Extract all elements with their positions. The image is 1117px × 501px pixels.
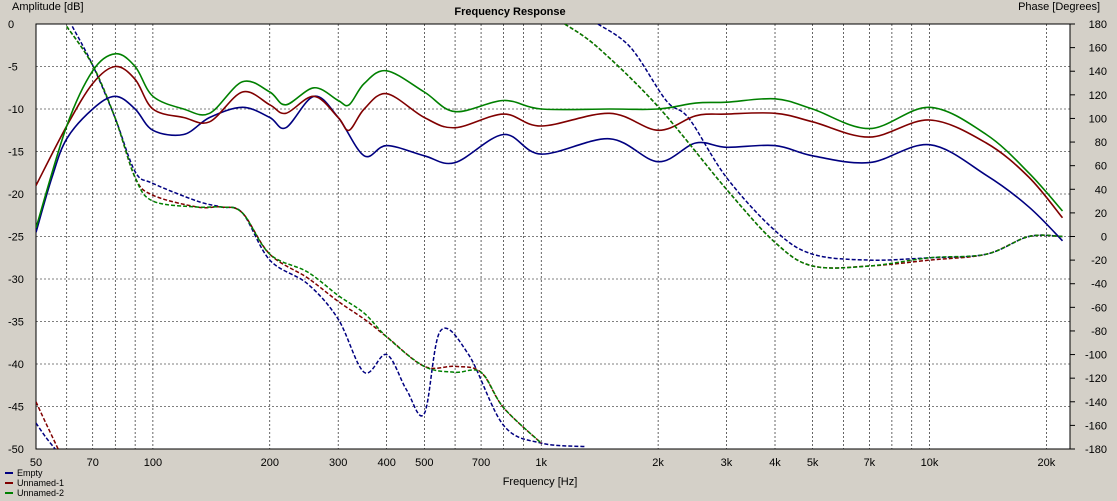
y2-tick-label: -20 <box>1091 255 1107 267</box>
x-tick-label: 20k <box>1038 457 1056 469</box>
x-tick-label: 400 <box>378 457 396 469</box>
x-tick-label: 70 <box>87 457 99 469</box>
legend-label: Unnamed-1 <box>17 478 65 488</box>
grid <box>36 23 1070 450</box>
x-tick-label: 5k <box>807 457 819 469</box>
phase-line-fragment-empty <box>36 422 56 449</box>
phase-line-unnamed-2 <box>66 25 542 444</box>
legend-label: Unnamed-2 <box>17 488 65 498</box>
x-tick-label: 50 <box>30 457 42 469</box>
y2-tick-label: 140 <box>1089 66 1107 78</box>
amplitude-line-unnamed-2 <box>36 52 1064 229</box>
x-tick-label: 10k <box>921 457 939 469</box>
legend-item-unnamed-2: Unnamed-2 <box>5 488 64 498</box>
y2-tick-label: -160 <box>1085 420 1107 432</box>
x-axis-label: Frequency [Hz] <box>503 476 578 488</box>
phase-line-fragment-unnamed-1 <box>36 401 59 449</box>
y-tick-label: -25 <box>8 232 24 244</box>
legend-label: Empty <box>17 468 43 478</box>
y2-tick-label: 20 <box>1095 208 1107 220</box>
y2-tick-label: -60 <box>1091 302 1107 314</box>
amplitude-line-empty <box>36 95 1064 242</box>
amplitude-line-unnamed-1 <box>36 65 1064 219</box>
x-tick-label: 200 <box>261 457 279 469</box>
y2-tick-label: 40 <box>1095 184 1107 196</box>
x-tick-label: 700 <box>472 457 490 469</box>
y2-tick-label: 100 <box>1089 113 1107 125</box>
x-tick-label: 300 <box>329 457 347 469</box>
phase-line-unnamed-2 <box>564 24 1063 269</box>
y2-tick-label: 120 <box>1089 90 1107 102</box>
x-tick-label: 4k <box>769 457 781 469</box>
y-tick-label: -35 <box>8 317 24 329</box>
y-tick-label: -45 <box>8 402 24 414</box>
x-tick-label: 1k <box>535 457 547 469</box>
y-tick-label: -30 <box>8 274 24 286</box>
x-tick-label: 2k <box>652 457 664 469</box>
y-tick-label: -20 <box>8 189 24 201</box>
legend: Empty Unnamed-1 Unnamed-2 <box>5 468 64 498</box>
x-tick-label: 3k <box>721 457 733 469</box>
y2-axis-label: Phase [Degrees] <box>1018 1 1100 13</box>
legend-item-empty: Empty <box>5 468 64 478</box>
y-tick-label: -10 <box>8 104 24 116</box>
y-axis-label: Amplitude [dB] <box>12 1 84 13</box>
x-tick-label: 500 <box>415 457 433 469</box>
y-tick-label: 0 <box>8 19 14 31</box>
x-tick-label: 100 <box>144 457 162 469</box>
y-tick-label: -5 <box>8 62 18 74</box>
y2-tick-label: -140 <box>1085 397 1107 409</box>
chart-title: Frequency Response <box>454 6 565 18</box>
y2-tick-label: 180 <box>1089 19 1107 31</box>
legend-item-unnamed-1: Unnamed-1 <box>5 478 64 488</box>
axes: 50 70 100 200 300 400 500 700 1k 2k 3k 4k 5k 7k 10k 20k… <box>8 19 1107 469</box>
y2-tick-label: -80 <box>1091 326 1107 338</box>
y2-tick-label: 80 <box>1095 137 1107 149</box>
y2-tick-label: 60 <box>1095 161 1107 173</box>
y2-tick-label: -180 <box>1085 444 1107 456</box>
y2-tick-label: -120 <box>1085 373 1107 385</box>
y2-tick-label: -40 <box>1091 279 1107 291</box>
y2-tick-label: 0 <box>1101 232 1107 244</box>
y2-tick-label: 160 <box>1089 43 1107 55</box>
x-tick-label: 7k <box>864 457 876 469</box>
series-lines <box>36 24 1064 449</box>
y2-tick-label: -100 <box>1085 350 1107 362</box>
y-tick-label: -50 <box>8 444 24 456</box>
y-tick-label: -15 <box>8 147 24 159</box>
phase-line-empty <box>71 26 586 448</box>
y-tick-label: -40 <box>8 359 24 371</box>
